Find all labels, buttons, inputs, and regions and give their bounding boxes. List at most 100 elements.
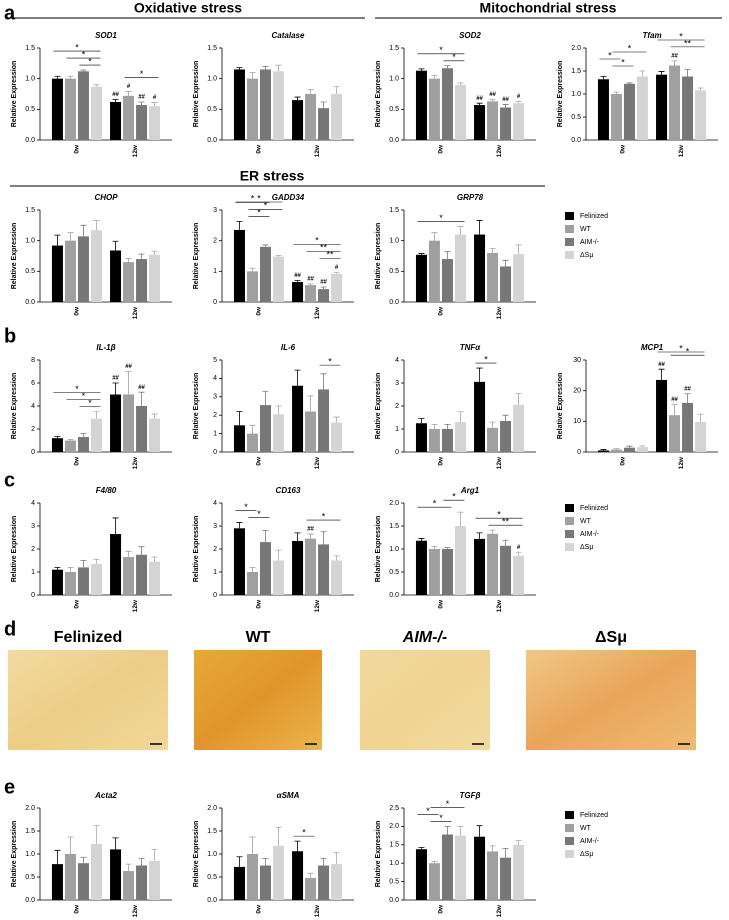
chart-title: CHOP: [94, 193, 118, 202]
error-bar: [307, 533, 314, 539]
bar: [233, 69, 245, 140]
error-bar: [320, 373, 327, 390]
bar: [441, 259, 453, 302]
bar-chart: Catalase Relative Expression 0.0 0.5 1.0 1.5 0…: [193, 31, 354, 157]
x-tick-label: 12w: [314, 456, 321, 469]
bar: [51, 569, 63, 595]
bar: [441, 68, 453, 140]
bar: [428, 863, 440, 900]
bar: [318, 389, 330, 452]
image-label: WT: [246, 629, 271, 646]
bar-chart: αSMA Relative Expression 0.0 0.5 1.0 1.5 2.0 0w…: [193, 791, 354, 917]
bar: [246, 433, 258, 452]
significance-mark: ##: [307, 527, 314, 533]
bar: [149, 860, 161, 900]
error-bar: [418, 418, 425, 424]
bar: [636, 447, 648, 452]
bar: [233, 866, 245, 900]
x-tick-label: 0w: [620, 456, 627, 466]
error-bar: [249, 567, 256, 572]
y-tick-label: 1.5: [25, 828, 35, 835]
significance-mark: ##: [307, 276, 314, 282]
error-bar: [294, 96, 301, 101]
error-bar: [457, 826, 464, 836]
bracket-label: *: [679, 343, 683, 353]
error-bar: [431, 75, 438, 79]
bar: [487, 101, 499, 140]
error-bar: [320, 531, 327, 545]
bar: [305, 411, 317, 452]
bar: [90, 230, 102, 302]
error-bar: [93, 84, 100, 87]
y-axis-label: Relative Expression: [11, 223, 18, 290]
error-bar: [444, 424, 451, 429]
y-axis-label: Relative Expression: [193, 61, 200, 128]
legend-label: AIM-/-: [580, 531, 600, 538]
legend-label: ΔSμ: [580, 252, 593, 259]
y-tick-label: 2: [31, 546, 35, 553]
bar: [331, 273, 343, 302]
y-tick-label: 1: [213, 430, 217, 437]
bracket-label: **: [320, 243, 328, 253]
bar: [454, 234, 466, 302]
bracket-label: *: [322, 511, 326, 521]
error-bar: [418, 68, 425, 71]
y-axis-label: Relative Expression: [375, 821, 382, 888]
bar-chart: CD163 Relative Expression 0 1 2 3 4 0w 12w ## * * *: [193, 486, 354, 612]
error-bar: [125, 550, 132, 558]
panel-letter: b: [4, 325, 16, 347]
x-tick-label: 0w: [74, 904, 81, 914]
bar: [500, 107, 512, 140]
bar: [77, 437, 89, 452]
bar: [513, 254, 525, 302]
error-bar: [294, 280, 301, 283]
bracket-label: *: [679, 31, 683, 41]
significance-mark: ##: [684, 386, 691, 392]
y-tick-label: 0.5: [207, 106, 217, 113]
y-tick-label: 3: [213, 523, 217, 530]
y-axis-label: Relative Expression: [375, 373, 382, 440]
bar: [136, 259, 148, 302]
bar-chart: SOD2 Relative Expression 0.0 0.5 1.0 1.5 0w 12w…: [375, 31, 536, 157]
bar: [331, 422, 343, 452]
error-bar: [431, 860, 438, 864]
error-bar: [515, 392, 522, 405]
x-tick-label: 0w: [74, 599, 81, 609]
bar: [500, 420, 512, 452]
y-tick-label: 1.5: [389, 523, 399, 530]
legend-label: WT: [580, 226, 592, 233]
histology-image: [526, 650, 696, 750]
bar: [272, 560, 284, 595]
y-tick-label: 0.0: [207, 897, 217, 904]
bracket-label: *: [439, 813, 443, 823]
y-tick-label: 0.0: [571, 137, 581, 144]
error-bar: [151, 102, 158, 107]
bar: [487, 252, 499, 302]
x-tick-label: 12w: [132, 306, 139, 319]
error-bar: [431, 546, 438, 549]
x-tick-label: 0w: [74, 306, 81, 316]
legend-swatch: [565, 212, 574, 220]
bar: [487, 533, 499, 595]
x-tick-label: 0w: [438, 144, 445, 154]
bracket-label: *: [433, 499, 437, 509]
error-bar: [671, 60, 678, 66]
bar-chart: IL-1β Relative Expression 0 2 4 6 8 0w 12w ## ## ##…: [11, 343, 172, 469]
panel-letter: c: [4, 469, 15, 491]
bar: [487, 851, 499, 900]
error-bar: [333, 555, 340, 561]
bar: [259, 865, 271, 900]
bar: [597, 450, 609, 452]
error-bar: [67, 567, 74, 572]
bar: [474, 234, 486, 302]
y-axis-label: Relative Expression: [557, 373, 564, 440]
bar: [513, 404, 525, 452]
bar: [110, 250, 122, 302]
bar: [246, 271, 258, 302]
panel-letter: a: [4, 2, 16, 24]
bar: [292, 282, 304, 302]
bar: [90, 843, 102, 900]
bar: [636, 76, 648, 140]
bracket-label: *: [251, 194, 255, 204]
error-bar: [418, 253, 425, 255]
